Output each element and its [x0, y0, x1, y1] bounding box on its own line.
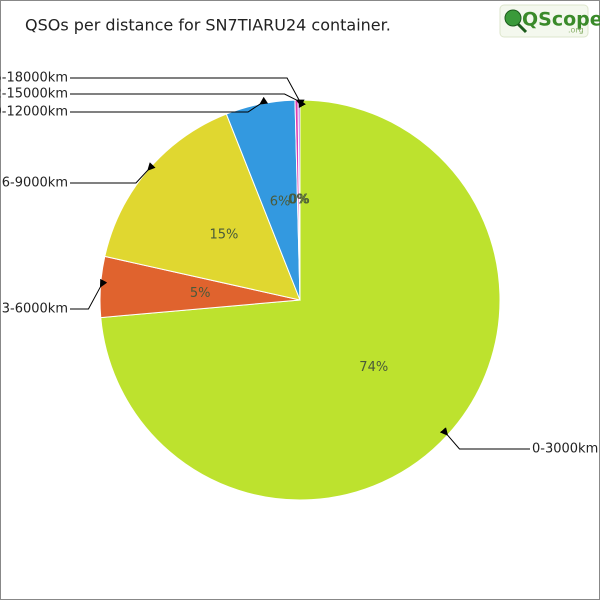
leader-line [70, 162, 156, 184]
logo-icon-handle [516, 22, 528, 34]
leader-line [70, 77, 306, 109]
leader-line [439, 427, 530, 450]
category-label: 6-9000km [2, 176, 68, 191]
percent-label: 5% [190, 286, 211, 301]
category-label: 0-3000km [532, 442, 598, 457]
percent-label: 6% [270, 195, 291, 210]
category-label: 15-18000km [0, 71, 68, 86]
category-label: 3-6000km [2, 302, 68, 317]
category-label: 9-12000km [0, 105, 68, 120]
percent-label: 0% [289, 193, 310, 208]
leader-line [70, 96, 269, 113]
leader-line [70, 278, 108, 310]
percent-label: 74% [359, 360, 388, 375]
chart-title: QSOs per distance for SN7TIARU24 contain… [25, 16, 391, 35]
logo: QScope .org [499, 4, 600, 38]
percent-label: 15% [210, 228, 239, 243]
category-label: 12-15000km [0, 87, 68, 102]
logo-suffix: .org [568, 26, 584, 35]
logo-text: QScope [522, 9, 600, 31]
logo-icon [504, 9, 522, 27]
percent-label: 0% [288, 193, 309, 208]
leader-line [70, 93, 305, 107]
